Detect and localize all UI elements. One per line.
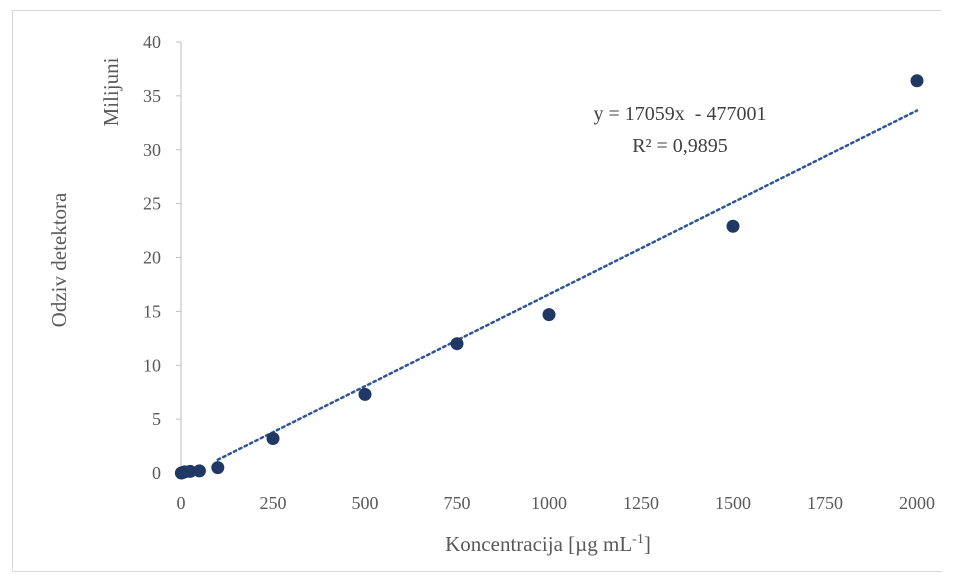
data-point	[450, 337, 464, 351]
r-squared-label: R² = 0,9895	[632, 135, 728, 157]
y-tick-label: 40	[143, 32, 161, 52]
y-tick-label: 30	[143, 140, 161, 160]
y-axis-units-label: Milijuni	[99, 57, 123, 126]
chart-frame	[12, 10, 942, 572]
data-point	[542, 308, 556, 322]
y-axis-ticks: 0 5 10 15 20 25 30 35 40	[143, 32, 181, 483]
trendline	[216, 109, 919, 462]
data-point	[358, 387, 372, 401]
x-tick-label: 2000	[899, 493, 935, 513]
y-tick-label: 0	[152, 463, 161, 483]
data-point	[726, 219, 740, 233]
data-point	[192, 464, 206, 478]
x-tick-label: 500	[352, 493, 379, 513]
x-axis-title-main: Koncentracija [µg mL	[445, 532, 632, 556]
data-point	[266, 432, 280, 446]
data-point	[211, 461, 225, 475]
x-tick-label: 1500	[715, 493, 751, 513]
x-tick-label: 1750	[807, 493, 843, 513]
x-tick-label: 0	[177, 493, 186, 513]
x-tick-label: 750	[444, 493, 471, 513]
data-point	[183, 464, 197, 478]
x-tick-label: 1000	[531, 493, 567, 513]
x-axis-title-superscript: -1	[632, 532, 644, 547]
x-axis-ticks: 0 250 500 750 1000 1250 1500 1750 2000	[177, 493, 936, 513]
y-tick-label: 35	[143, 86, 161, 106]
x-axis-title: Koncentracija [µg mL-1]	[445, 532, 651, 556]
y-tick-label: 15	[143, 301, 161, 321]
data-point	[910, 74, 924, 88]
y-tick-label: 10	[143, 355, 161, 375]
x-tick-label: 250	[260, 493, 287, 513]
y-tick-label: 25	[143, 194, 161, 214]
trendline-equation: y = 17059x - 477001	[594, 103, 767, 125]
y-tick-label: 20	[143, 248, 161, 268]
data-points	[174, 74, 924, 480]
x-tick-label: 1250	[623, 493, 659, 513]
x-axis-title-end: ]	[644, 532, 651, 556]
y-tick-label: 5	[152, 409, 161, 429]
y-axis-title: Odziv detektora	[47, 192, 71, 327]
